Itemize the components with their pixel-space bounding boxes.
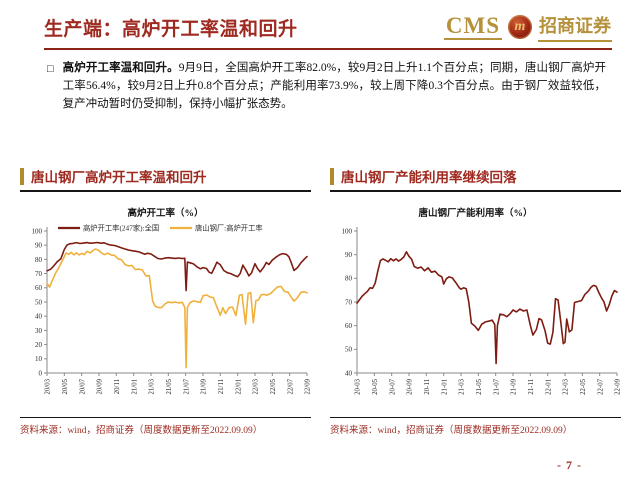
x-tick-label: 21-11 — [528, 379, 535, 395]
left-panel: 唐山钢厂高炉开工率温和回升 高炉开工率（%） 0 10 20 30 40 50 60 70 80… — [20, 166, 311, 436]
legend-label-0: 高炉开工率(247家):全国 — [83, 223, 159, 232]
y-tick-label: 0 — [39, 369, 43, 377]
x-tick-label: 21/03 — [149, 378, 156, 394]
blast-furnace-operating-rate-chart: 0 10 20 30 40 50 60 70 80 90 100 20/03 20/05 20/07 20/… — [32, 223, 312, 394]
x-tick-label: 20-05 — [372, 378, 379, 394]
capacity-utilization-chart: 40 50 60 70 80 90 100 20-03 20-05 20-07 20-09 20-11… — [342, 226, 621, 395]
x-tick-label: 20/11 — [114, 379, 121, 394]
cms-logo-badge-icon: m — [508, 15, 532, 39]
left-chart-title: 高炉开工率（%） — [127, 208, 204, 217]
left-panel-title: 唐山钢厂高炉开工率温和回升 — [31, 170, 207, 185]
right-source-divider — [330, 416, 621, 418]
series-line-0 — [356, 250, 618, 364]
series-line-0 — [46, 241, 308, 291]
right-panel: 唐山钢厂产能利用率继续回落 唐山钢厂产能利用率（%） 40 50 60 70 80 90 1… — [330, 166, 621, 436]
x-tick-label: 22-05 — [580, 378, 587, 394]
y-tick-label: 50 — [35, 298, 43, 306]
right-source-note: 资料来源：wind，招商证券（周度数据更新至2022.09.09） — [330, 426, 573, 436]
x-tick-label: 22-03 — [563, 378, 570, 394]
accent-bar-icon — [330, 167, 334, 185]
bullet-square-icon: □ — [47, 63, 54, 75]
right-panel-title: 唐山钢厂产能利用率继续回落 — [341, 170, 517, 185]
cms-logo: CMS m 招商证券 — [443, 12, 612, 42]
right-panel-divider — [330, 190, 621, 192]
y-tick-label: 80 — [35, 255, 43, 263]
cms-logo-text: CMS — [443, 13, 502, 41]
cms-logo-chinese: 招商证券 — [538, 12, 612, 42]
y-tick-label: 50 — [345, 345, 353, 353]
header: 生产端：高炉开工率温和回升 CMS m 招商证券 — [44, 8, 612, 46]
x-tick-label: 22-01 — [545, 379, 552, 395]
y-tick-label: 100 — [342, 227, 353, 235]
x-tick-label: 21-09 — [511, 378, 518, 394]
x-tick-label: 22/05 — [270, 378, 277, 394]
y-tick-label: 80 — [345, 274, 353, 282]
x-tick-label: 22/01 — [235, 379, 242, 394]
x-tick-label: 21/07 — [183, 378, 190, 394]
header-divider — [44, 48, 612, 50]
x-tick-label: 22/03 — [253, 378, 260, 394]
y-tick-label: 60 — [35, 284, 43, 292]
right-panel-header: 唐山钢厂产能利用率继续回落 — [330, 166, 621, 186]
y-tick-label: 40 — [35, 312, 43, 320]
y-tick-label: 90 — [35, 241, 43, 249]
series-line-1 — [46, 247, 308, 368]
legend-label-1: 唐山钢厂:高炉开工率 — [195, 223, 263, 232]
y-tick-label: 70 — [35, 270, 43, 278]
x-tick-label: 22/07 — [287, 378, 294, 394]
x-tick-label: 22-07 — [597, 378, 604, 394]
summary-lead: 高炉开工率温和回升。 — [62, 62, 179, 74]
left-panel-divider — [20, 190, 311, 192]
x-tick-label: 20/03 — [45, 378, 52, 394]
left-panel-header: 唐山钢厂高炉开工率温和回升 — [20, 166, 311, 186]
y-tick-label: 70 — [345, 298, 353, 306]
summary-bullet: □ 高炉开工率温和回升。9月9日，全国高炉开工率82.0%，较9月2日上升1.1… — [47, 60, 606, 113]
y-tick-label: 30 — [35, 326, 43, 334]
y-tick-label: 10 — [35, 355, 43, 363]
x-tick-label: 21-05 — [476, 378, 483, 394]
x-tick-label: 21/09 — [201, 378, 208, 394]
x-tick-label: 20/09 — [97, 378, 104, 394]
x-tick-label: 21-07 — [493, 378, 500, 394]
summary-text: 高炉开工率温和回升。9月9日，全国高炉开工率82.0%，较9月2日上升1.1个百… — [63, 60, 606, 113]
x-tick-label: 20/05 — [62, 378, 69, 394]
y-tick-label: 100 — [32, 227, 43, 235]
x-tick-label: 22-09 — [615, 378, 621, 394]
x-tick-label: 21/11 — [218, 379, 225, 394]
right-chart-title: 唐山钢厂产能利用率（%） — [418, 208, 533, 217]
x-tick-label: 20-09 — [407, 378, 414, 394]
x-tick-label: 21/05 — [166, 378, 173, 394]
x-tick-label: 20-11 — [424, 379, 431, 395]
y-tick-label: 40 — [345, 369, 353, 377]
left-source-divider — [20, 416, 311, 418]
x-tick-label: 21-01 — [441, 379, 448, 395]
x-tick-label: 21-03 — [459, 378, 466, 394]
x-tick-label: 22/09 — [305, 378, 311, 394]
y-tick-label: 90 — [345, 251, 353, 259]
accent-bar-icon — [20, 167, 24, 185]
page-title: 生产端：高炉开工率温和回升 — [44, 18, 298, 40]
y-tick-label: 60 — [345, 322, 353, 330]
y-tick-label: 20 — [35, 341, 43, 349]
x-tick-label: 20/07 — [79, 378, 86, 394]
summary-body: 9月9日，全国高炉开工率82.0%，较9月2日上升1.1个百分点；同期，唐山钢厂… — [62, 62, 607, 110]
left-source-note: 资料来源：wind，招商证券（周度数据更新至2022.09.09） — [20, 426, 263, 436]
x-tick-label: 20-07 — [389, 378, 396, 394]
x-tick-label: 21/01 — [131, 379, 138, 394]
page-number: - 7 - — [557, 458, 582, 472]
x-tick-label: 20-03 — [355, 378, 362, 394]
chart-panels: 唐山钢厂高炉开工率温和回升 高炉开工率（%） 0 10 20 30 40 50 60 70 80… — [20, 166, 621, 436]
